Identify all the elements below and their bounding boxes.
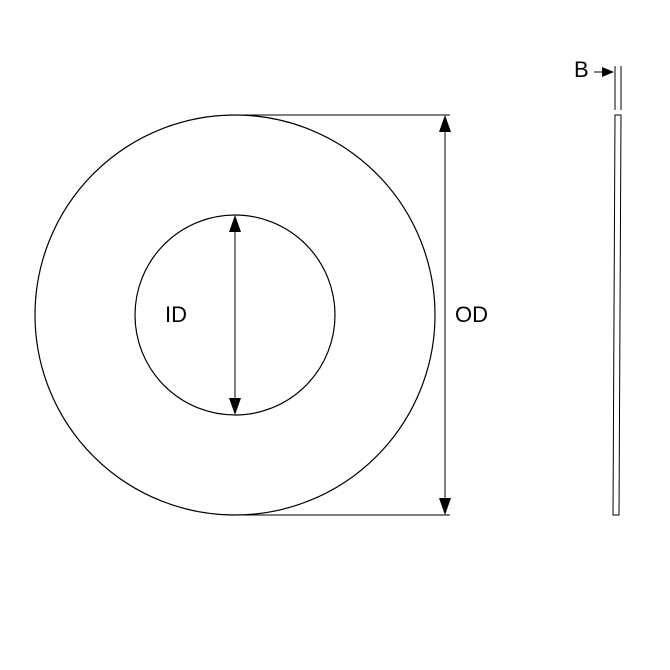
dimension-b: B xyxy=(574,57,621,110)
side-view xyxy=(613,115,621,515)
od-label: OD xyxy=(455,302,488,327)
id-label: ID xyxy=(165,302,187,327)
b-label: B xyxy=(574,57,589,82)
dimension-od: OD xyxy=(240,115,488,515)
dimension-id: ID xyxy=(165,215,241,415)
washer-diagram: ID OD B xyxy=(0,0,670,670)
